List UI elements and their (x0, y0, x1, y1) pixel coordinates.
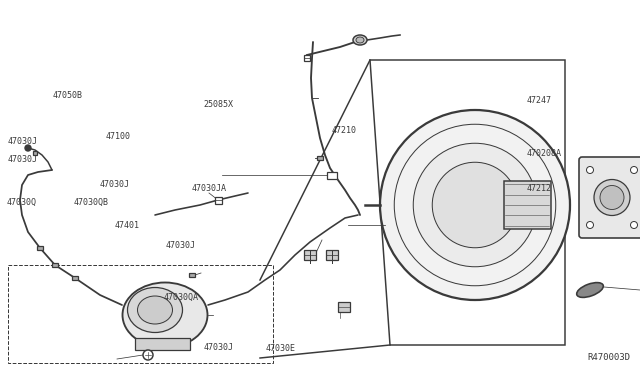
Bar (189, 273, 195, 277)
Ellipse shape (577, 283, 604, 297)
Circle shape (586, 221, 593, 228)
Circle shape (380, 110, 570, 300)
Ellipse shape (138, 296, 173, 324)
Text: 47030JA: 47030JA (192, 185, 227, 193)
Text: 47030J: 47030J (165, 241, 195, 250)
Bar (327, 172, 337, 179)
Polygon shape (370, 60, 565, 345)
Circle shape (630, 221, 637, 228)
Text: 47030J: 47030J (204, 343, 234, 352)
Bar (52, 263, 58, 267)
Ellipse shape (356, 37, 364, 43)
Text: 47030QB: 47030QB (74, 198, 109, 207)
Text: 47030E: 47030E (266, 344, 296, 353)
Bar (326, 250, 338, 260)
Text: 47030J: 47030J (8, 137, 38, 146)
Bar (304, 250, 316, 260)
Text: 47212: 47212 (526, 185, 551, 193)
Circle shape (594, 180, 630, 215)
Bar (214, 196, 221, 203)
Circle shape (143, 350, 153, 360)
Ellipse shape (353, 35, 367, 45)
Ellipse shape (127, 288, 182, 333)
Circle shape (586, 167, 593, 173)
Circle shape (25, 145, 31, 151)
Bar (8, 265, 273, 363)
Bar (72, 276, 78, 280)
Ellipse shape (122, 282, 207, 347)
Text: 47401: 47401 (115, 221, 140, 230)
Bar (33, 151, 37, 155)
Text: 47030J: 47030J (99, 180, 129, 189)
Circle shape (413, 143, 537, 267)
Text: 47247: 47247 (526, 96, 551, 105)
Text: R470003D: R470003D (587, 353, 630, 362)
Circle shape (432, 162, 518, 248)
Bar (338, 302, 350, 312)
Circle shape (630, 167, 637, 173)
Bar (135, 338, 190, 350)
Text: 470208A: 470208A (526, 149, 561, 158)
Text: 47030Q: 47030Q (6, 198, 36, 207)
Bar (317, 156, 323, 160)
Bar (504, 181, 551, 229)
Text: 47050B: 47050B (52, 92, 83, 100)
FancyBboxPatch shape (579, 157, 640, 238)
Text: 47030J: 47030J (8, 155, 38, 164)
Text: 47210: 47210 (332, 126, 356, 135)
Bar (304, 55, 310, 61)
Text: 47030QA: 47030QA (163, 293, 198, 302)
Text: 25085X: 25085X (204, 100, 234, 109)
Text: 47100: 47100 (106, 132, 131, 141)
Bar (37, 246, 43, 250)
Circle shape (600, 186, 624, 209)
